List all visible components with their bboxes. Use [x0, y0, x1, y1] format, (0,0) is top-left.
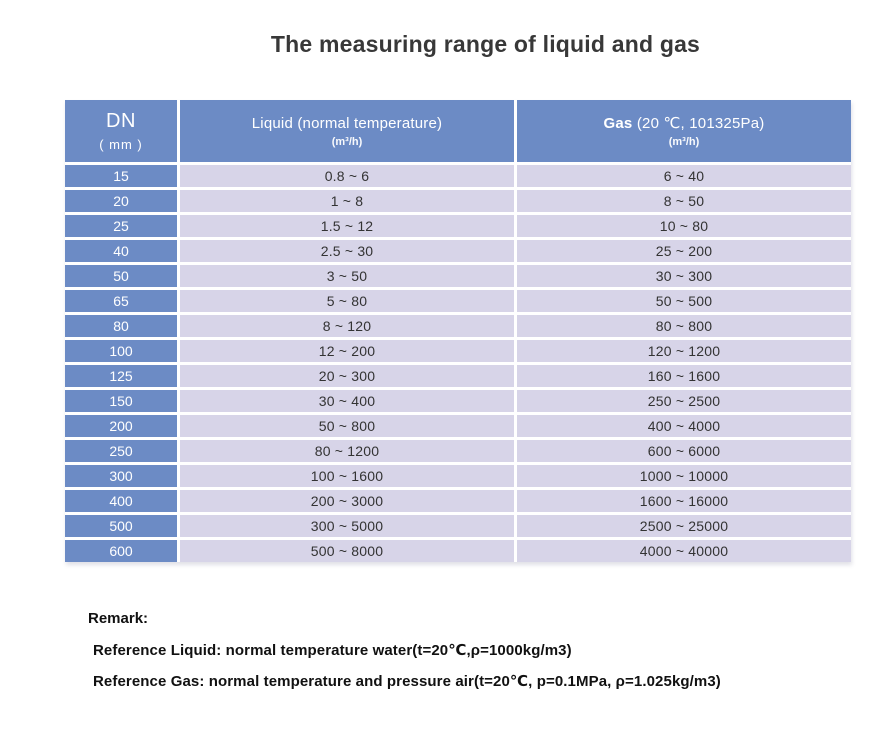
col-header-dn: DN ( mm )	[65, 100, 177, 162]
col-header-liquid-label: Liquid (normal temperature)	[251, 114, 443, 132]
table-row: 25 1.5 ~ 12 10 ~ 80	[65, 215, 851, 237]
table-row: 600 500 ~ 8000 4000 ~ 40000	[65, 540, 851, 562]
liquid-range-cell: 500 ~ 8000	[180, 540, 514, 562]
liquid-range-cell: 8 ~ 120	[180, 315, 514, 337]
col-header-liquid: Liquid (normal temperature) (m³/h)	[180, 100, 514, 162]
gas-range-cell: 1000 ~ 10000	[517, 465, 851, 487]
col-header-gas-unit: (m³/h)	[668, 136, 700, 148]
dn-cell: 40	[65, 240, 177, 262]
gas-range-cell: 8 ~ 50	[517, 190, 851, 212]
table-row: 65 5 ~ 80 50 ~ 500	[65, 290, 851, 312]
liquid-range-cell: 300 ~ 5000	[180, 515, 514, 537]
gas-range-cell: 120 ~ 1200	[517, 340, 851, 362]
dn-cell: 250	[65, 440, 177, 462]
liquid-range-cell: 100 ~ 1600	[180, 465, 514, 487]
col-header-gas-label: Gas (20 ℃, 101325Pa)	[604, 114, 765, 132]
col-header-gas: Gas (20 ℃, 101325Pa) (m³/h)	[517, 100, 851, 162]
dn-cell: 300	[65, 465, 177, 487]
col-header-gas-conditions: (20 ℃, 101325Pa)	[632, 115, 765, 132]
gas-range-cell: 6 ~ 40	[517, 165, 851, 187]
dn-cell: 80	[65, 315, 177, 337]
dn-cell: 20	[65, 190, 177, 212]
table-row: 250 80 ~ 1200 600 ~ 6000	[65, 440, 851, 462]
gas-range-cell: 4000 ~ 40000	[517, 540, 851, 562]
dn-cell: 600	[65, 540, 177, 562]
dn-cell: 200	[65, 415, 177, 437]
liquid-range-cell: 200 ~ 3000	[180, 490, 514, 512]
liquid-range-cell: 80 ~ 1200	[180, 440, 514, 462]
table-row: 300 100 ~ 1600 1000 ~ 10000	[65, 465, 851, 487]
table-row: 150 30 ~ 400 250 ~ 2500	[65, 390, 851, 412]
dn-cell: 150	[65, 390, 177, 412]
gas-range-cell: 2500 ~ 25000	[517, 515, 851, 537]
table-row: 80 8 ~ 120 80 ~ 800	[65, 315, 851, 337]
table-row: 100 12 ~ 200 120 ~ 1200	[65, 340, 851, 362]
col-header-dn-unit: ( mm )	[99, 137, 143, 152]
gas-range-cell: 1600 ~ 16000	[517, 490, 851, 512]
liquid-range-cell: 3 ~ 50	[180, 265, 514, 287]
table-header-row: DN ( mm ) Liquid (normal temperature) (m…	[65, 100, 851, 162]
liquid-range-cell: 30 ~ 400	[180, 390, 514, 412]
gas-range-cell: 80 ~ 800	[517, 315, 851, 337]
table-row: 125 20 ~ 300 160 ~ 1600	[65, 365, 851, 387]
col-header-gas-word: Gas	[603, 115, 633, 132]
col-header-liquid-unit: (m³/h)	[331, 135, 363, 148]
liquid-range-cell: 2.5 ~ 30	[180, 240, 514, 262]
gas-range-cell: 25 ~ 200	[517, 240, 851, 262]
liquid-range-cell: 50 ~ 800	[180, 415, 514, 437]
gas-range-cell: 50 ~ 500	[517, 290, 851, 312]
liquid-range-cell: 12 ~ 200	[180, 340, 514, 362]
dn-cell: 50	[65, 265, 177, 287]
dn-cell: 65	[65, 290, 177, 312]
table-row: 500 300 ~ 5000 2500 ~ 25000	[65, 515, 851, 537]
gas-range-cell: 250 ~ 2500	[517, 390, 851, 412]
dn-cell: 15	[65, 165, 177, 187]
liquid-range-cell: 5 ~ 80	[180, 290, 514, 312]
gas-range-cell: 10 ~ 80	[517, 215, 851, 237]
measuring-range-table: DN ( mm ) Liquid (normal temperature) (m…	[65, 100, 851, 562]
gas-range-cell: 30 ~ 300	[517, 265, 851, 287]
liquid-range-cell: 1.5 ~ 12	[180, 215, 514, 237]
remark-line-gas: Reference Gas: normal temperature and pr…	[93, 673, 721, 690]
remark-line-liquid: Reference Liquid: normal temperature wat…	[93, 642, 572, 659]
remark-heading: Remark:	[88, 610, 149, 627]
remark-section: Remark: Reference Liquid: normal tempera…	[88, 610, 721, 703]
dn-cell: 125	[65, 365, 177, 387]
liquid-range-cell: 20 ~ 300	[180, 365, 514, 387]
dn-cell: 400	[65, 490, 177, 512]
dn-cell: 500	[65, 515, 177, 537]
dn-cell: 25	[65, 215, 177, 237]
gas-range-cell: 400 ~ 4000	[517, 415, 851, 437]
gas-range-cell: 160 ~ 1600	[517, 365, 851, 387]
table-row: 400 200 ~ 3000 1600 ~ 16000	[65, 490, 851, 512]
table-row: 50 3 ~ 50 30 ~ 300	[65, 265, 851, 287]
page-title: The measuring range of liquid and gas	[270, 31, 701, 57]
dn-cell: 100	[65, 340, 177, 362]
liquid-range-cell: 1 ~ 8	[180, 190, 514, 212]
table-row: 40 2.5 ~ 30 25 ~ 200	[65, 240, 851, 262]
gas-range-cell: 600 ~ 6000	[517, 440, 851, 462]
table-row: 200 50 ~ 800 400 ~ 4000	[65, 415, 851, 437]
liquid-range-cell: 0.8 ~ 6	[180, 165, 514, 187]
col-header-dn-label: DN	[106, 110, 136, 132]
